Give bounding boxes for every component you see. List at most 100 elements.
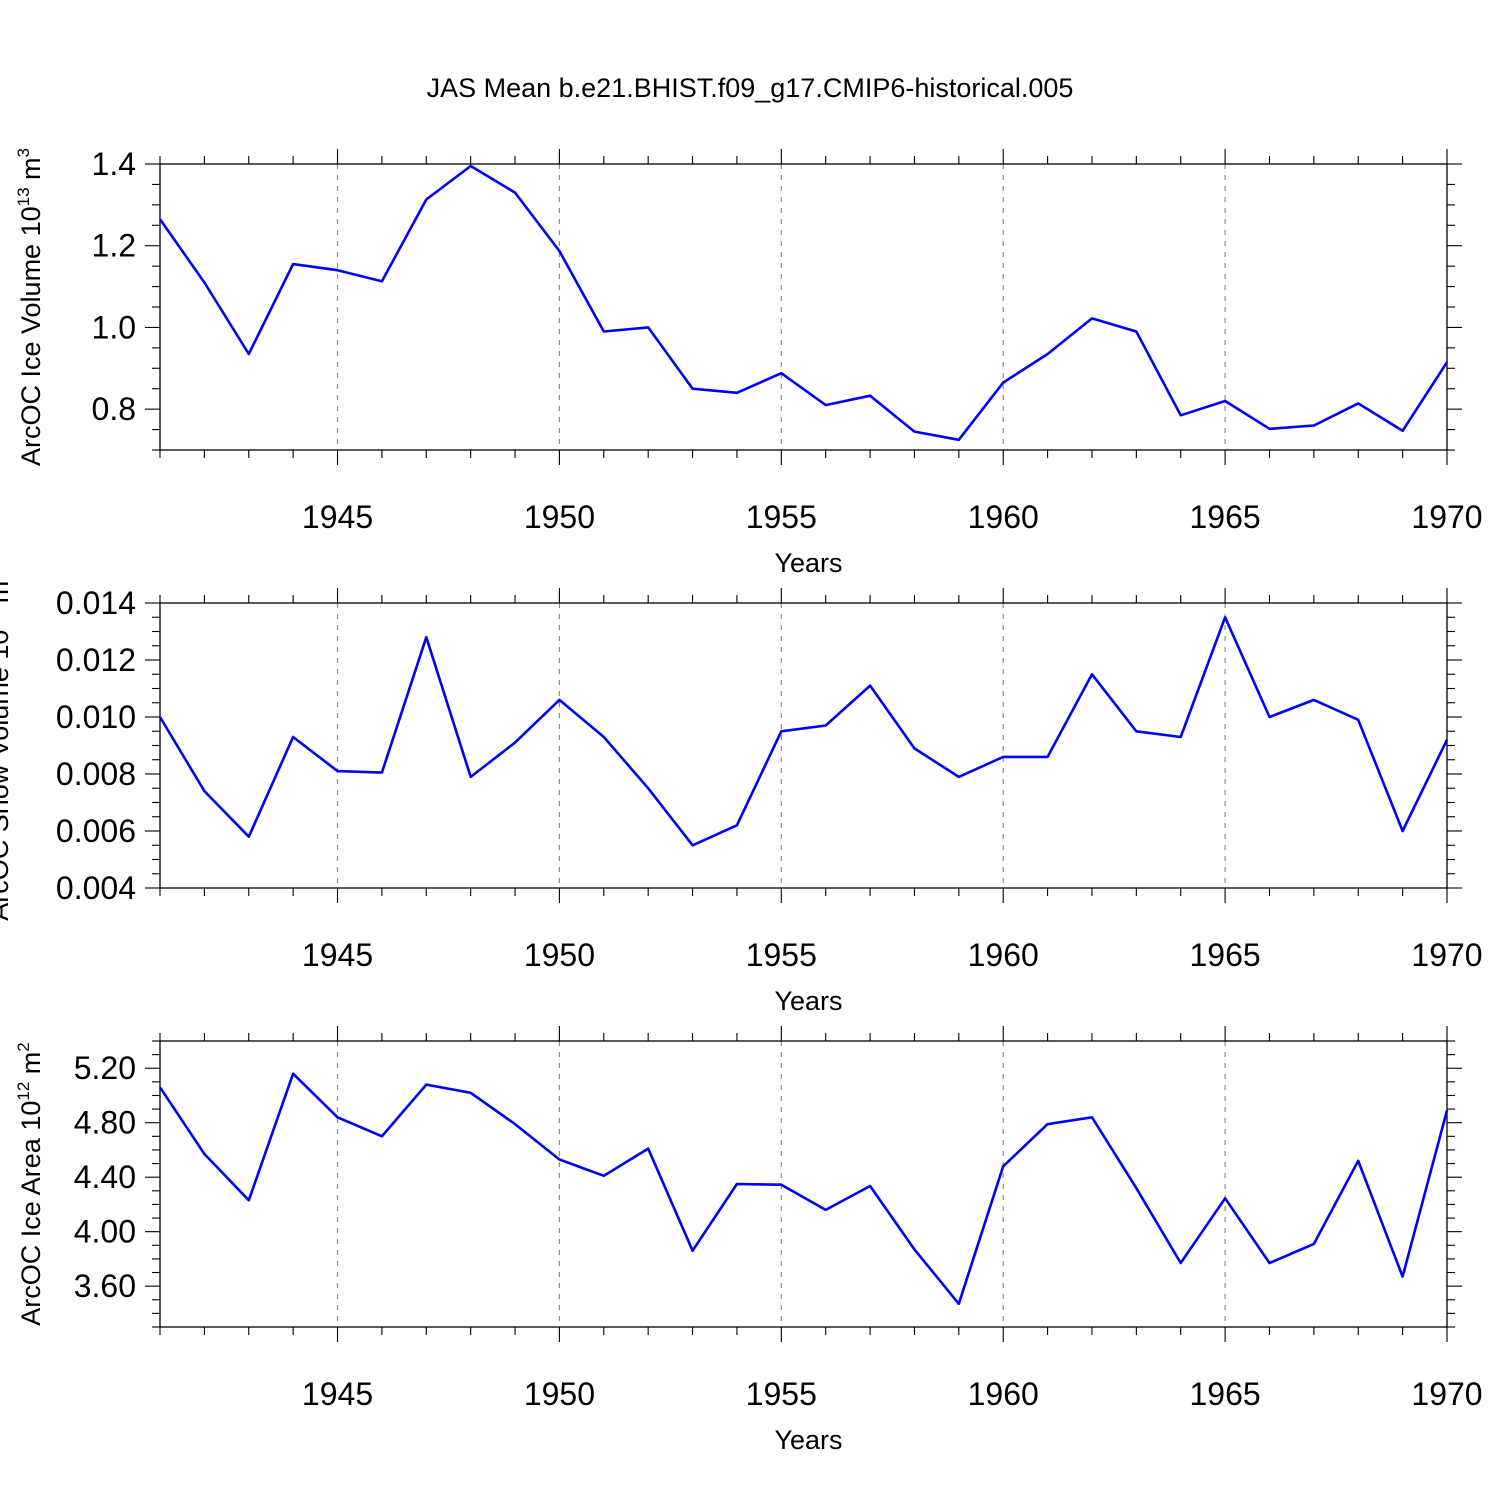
x-tick-label: 1950 [524, 937, 595, 973]
x-tick-label: 1965 [1190, 499, 1261, 535]
data-point-1962 [1090, 1115, 1094, 1119]
panel-2: 0.004 0.006 0.008 0.010 0.012 0.014 1945 1950 19… [0, 571, 1483, 1016]
y-tick-label: 4.40 [74, 1159, 136, 1195]
x-tick-label: 1950 [524, 1376, 595, 1412]
series-line [158, 1072, 1449, 1306]
y-axis-title-ylabel-main: ArcOC Ice Volume 10 [16, 206, 46, 466]
data-point-1966 [1267, 1261, 1271, 1265]
x-axis-title: Years [774, 986, 842, 1016]
series-line [158, 164, 1449, 442]
data-point-1969 [1401, 429, 1405, 433]
figure-title: JAS Mean b.e21.BHIST.f09_g17.CMIP6-histo… [427, 73, 1074, 103]
y-tick-label: 0.006 [56, 813, 136, 849]
data-point-1959 [957, 775, 961, 779]
data-point-1952 [646, 786, 650, 790]
data-point-1969 [1401, 1275, 1405, 1279]
data-point-1949 [513, 191, 517, 195]
panel-1: 0.8 1.0 1.2 1.4 1945 1950 1955 1960 1965 1970 Year… [14, 146, 1483, 578]
data-point-1953 [691, 387, 695, 391]
data-point-1965 [1223, 399, 1227, 403]
x-tick-label: 1960 [968, 499, 1039, 535]
y-tick-label: 0.8 [92, 391, 136, 427]
y-tick-label: 0.012 [56, 642, 136, 678]
data-point-1961 [1046, 352, 1050, 356]
data-point-1945 [336, 769, 340, 773]
y-axis-title: ArcOC Ice Volume 1013 m3 [14, 148, 46, 466]
y-tick-label: 1.4 [92, 146, 136, 182]
data-point-1944 [291, 1072, 295, 1076]
data-point-1945 [336, 1115, 340, 1119]
data-point-1950 [557, 249, 561, 253]
data-point-1951 [602, 1174, 606, 1178]
data-point-1961 [1046, 755, 1050, 759]
y-tick-label: 0.004 [56, 870, 136, 906]
data-point-1962 [1090, 316, 1094, 320]
data-point-1948 [469, 164, 473, 168]
data-point-1950 [557, 1157, 561, 1161]
data-point-1946 [380, 1134, 384, 1138]
y-tick-label: 0.008 [56, 756, 136, 792]
data-point-1967 [1312, 1242, 1316, 1246]
x-tick-label: 1970 [1411, 499, 1482, 535]
series-line [158, 615, 1449, 847]
data-point-1954 [735, 823, 739, 827]
data-point-1964 [1179, 1261, 1183, 1265]
data-point-1968 [1356, 401, 1360, 405]
y-tick-label: 3.60 [74, 1268, 136, 1304]
x-tick-label: 1965 [1190, 937, 1261, 973]
data-point-1946 [380, 279, 384, 283]
y-tick-label: 0.014 [56, 585, 136, 621]
data-point-1946 [380, 771, 384, 775]
data-point-1955 [779, 371, 783, 375]
y-axis-title-ylabel-unit: m [0, 581, 14, 611]
data-point-1960 [1001, 1164, 1005, 1168]
x-tick-label: 1945 [302, 937, 373, 973]
x-axis-title: Years [774, 548, 842, 578]
data-point-1970 [1445, 360, 1449, 364]
data-point-1960 [1001, 755, 1005, 759]
data-point-1955 [779, 1183, 783, 1187]
data-point-1964 [1179, 735, 1183, 739]
data-point-1961 [1046, 1122, 1050, 1126]
y-tick-label: 1.2 [92, 228, 136, 264]
y-axis-title-ylabel-unit-exp: 3 [14, 148, 33, 157]
data-point-1967 [1312, 423, 1316, 427]
x-tick-label: 1950 [524, 499, 595, 535]
data-point-1942 [202, 1152, 206, 1156]
x-tick-label: 1955 [746, 937, 817, 973]
x-tick-label: 1955 [746, 499, 817, 535]
data-point-1958 [912, 1247, 916, 1251]
data-point-1942 [202, 280, 206, 284]
y-tick-label: 4.80 [74, 1105, 136, 1141]
data-point-1966 [1267, 715, 1271, 719]
data-point-1956 [824, 724, 828, 728]
data-point-1952 [646, 1147, 650, 1151]
data-point-1954 [735, 1182, 739, 1186]
y-tick-label: 5.20 [74, 1050, 136, 1086]
data-point-1965 [1223, 1196, 1227, 1200]
data-point-1959 [957, 1302, 961, 1306]
y-axis-title-ylabel-exp: 13 [0, 611, 1, 630]
data-point-1970 [1445, 738, 1449, 742]
y-tick-label: 1.0 [92, 309, 136, 345]
data-point-1960 [1001, 381, 1005, 385]
data-point-1962 [1090, 672, 1094, 676]
data-point-1942 [202, 789, 206, 793]
x-tick-label: 1970 [1411, 1376, 1482, 1412]
data-point-1964 [1179, 413, 1183, 417]
y-tick-label: 0.010 [56, 699, 136, 735]
data-point-1944 [291, 735, 295, 739]
data-point-1969 [1401, 829, 1405, 833]
data-point-1952 [646, 325, 650, 329]
y-axis-title-ylabel-exp: 12 [14, 1082, 33, 1101]
data-point-1950 [557, 698, 561, 702]
data-point-1949 [513, 741, 517, 745]
y-axis-title-ylabel-main: ArcOC Ice Area 10 [16, 1101, 46, 1326]
plot-frame [159, 1040, 1448, 1328]
data-point-1947 [424, 1083, 428, 1087]
y-axis-title-ylabel-unit: m [16, 1052, 46, 1082]
data-point-1956 [824, 1208, 828, 1212]
data-point-1968 [1356, 1159, 1360, 1163]
y-axis-title: ArcOC Ice Area 1012 m2 [14, 1042, 46, 1326]
